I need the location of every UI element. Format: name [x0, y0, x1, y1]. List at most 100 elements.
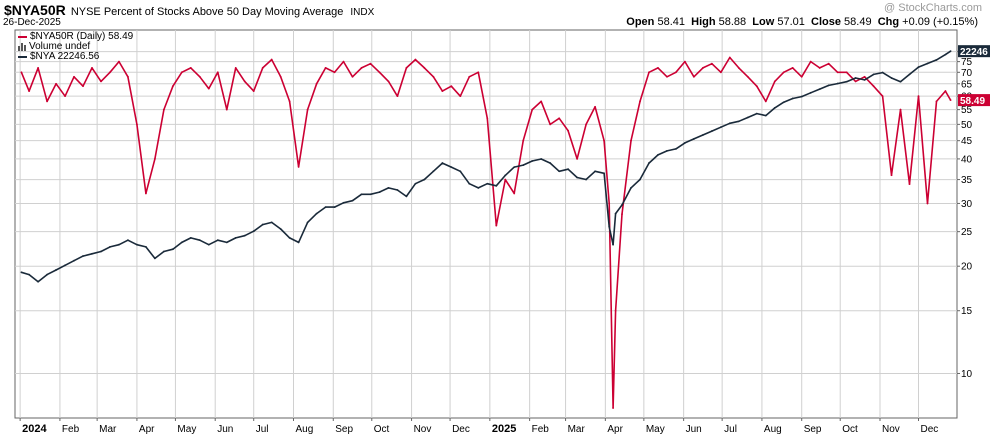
- data-point: [55, 82, 57, 85]
- data-point: [315, 212, 318, 215]
- legend-item-volume: Volume undef: [18, 41, 90, 52]
- watermark[interactable]: @ StockCharts.com: [884, 2, 982, 14]
- data-point: [342, 60, 345, 63]
- data-point: [621, 204, 623, 206]
- data-point: [189, 67, 192, 69]
- plot-frame: [14, 29, 958, 419]
- data-point: [109, 246, 111, 248]
- data-point: [890, 174, 893, 177]
- legend-item-nya50r: $NYA50R (Daily) 58.49: [18, 31, 133, 42]
- data-point: [845, 71, 848, 74]
- y-tick-label: 65: [961, 79, 973, 90]
- last-value-tag-text: 22246: [960, 47, 988, 58]
- data-point: [414, 182, 417, 185]
- data-point: [153, 257, 156, 260]
- data-point: [522, 164, 525, 166]
- data-point: [504, 174, 507, 177]
- data-point: [145, 192, 147, 195]
- data-point: [270, 221, 273, 224]
- data-point: [46, 273, 48, 276]
- data-point: [145, 246, 147, 248]
- data-point: [261, 223, 264, 226]
- data-point: [396, 189, 399, 191]
- data-point: [162, 108, 165, 111]
- y-tick-label: 15: [961, 306, 973, 317]
- data-point: [917, 66, 920, 69]
- data-point: [594, 105, 596, 108]
- y-tick-label: 45: [961, 136, 973, 147]
- data-point: [614, 309, 617, 312]
- data-point: [468, 75, 471, 78]
- close-value: 58.49: [844, 16, 872, 28]
- data-point: [800, 95, 803, 98]
- data-point: [441, 162, 444, 164]
- data-point: [836, 71, 839, 74]
- low-label: Low: [752, 16, 775, 28]
- data-point: [306, 221, 309, 224]
- data-point: [614, 212, 617, 215]
- data-point: [288, 237, 291, 239]
- data-point: [719, 126, 722, 129]
- data-point: [225, 241, 228, 244]
- data-point: [944, 90, 947, 92]
- data-point: [576, 158, 579, 160]
- data-point: [944, 53, 947, 56]
- legend-label: $NYA 22246.56: [30, 51, 100, 62]
- data-point: [171, 248, 174, 251]
- x-tick-label: Oct: [374, 424, 390, 435]
- data-point: [351, 75, 354, 78]
- data-point: [540, 158, 543, 160]
- description: NYSE Percent of Stocks Above 50 Day Movi…: [70, 6, 344, 18]
- data-point: [37, 280, 40, 283]
- y-tick-label: 40: [961, 154, 973, 165]
- data-point: [396, 95, 399, 98]
- data-point: [540, 100, 543, 103]
- data-point: [926, 62, 929, 65]
- line-icon: [18, 35, 27, 38]
- data-point: [91, 252, 93, 255]
- data-point: [630, 139, 632, 142]
- x-tick-label: Oct: [842, 424, 858, 435]
- x-tick-label: Jun: [686, 424, 702, 435]
- data-point: [351, 199, 354, 202]
- x-tick-label: Jul: [256, 424, 269, 435]
- data-point: [387, 80, 390, 83]
- data-point: [243, 234, 246, 237]
- x-tick-label: Feb: [62, 424, 80, 435]
- data-point: [612, 407, 614, 409]
- data-point: [189, 237, 192, 239]
- data-point: [486, 117, 489, 120]
- data-point: [608, 225, 611, 228]
- data-point: [693, 75, 695, 78]
- y-tick-label: 35: [961, 175, 973, 186]
- data-point: [666, 75, 668, 78]
- close-label: Close: [811, 16, 841, 28]
- last-value-tag-bg: [958, 94, 990, 107]
- data-point: [153, 158, 156, 160]
- data-point: [342, 201, 345, 204]
- data-point: [37, 67, 40, 69]
- x-tick-label: Mar: [99, 424, 117, 435]
- data-point: [369, 62, 372, 65]
- x-tick-label: Sep: [335, 424, 353, 435]
- data-point: [809, 91, 812, 94]
- x-tick-label: Apr: [607, 424, 623, 435]
- data-point: [558, 117, 561, 120]
- data-point: [378, 191, 381, 194]
- data-point: [306, 108, 309, 111]
- x-tick-label: 2024: [22, 423, 47, 435]
- data-point: [791, 67, 794, 69]
- x-tick-label: Feb: [532, 424, 550, 435]
- data-point: [755, 85, 758, 88]
- data-point: [949, 50, 952, 53]
- legend-item-nya: $NYA 22246.56: [18, 51, 99, 62]
- y-tick-label: 25: [961, 227, 973, 238]
- data-point: [297, 241, 300, 244]
- data-point: [531, 160, 534, 162]
- data-point: [477, 187, 480, 189]
- data-point: [136, 243, 138, 246]
- data-point: [594, 170, 596, 173]
- data-point: [180, 241, 183, 244]
- data-point: [701, 67, 704, 69]
- data-point: [899, 108, 902, 111]
